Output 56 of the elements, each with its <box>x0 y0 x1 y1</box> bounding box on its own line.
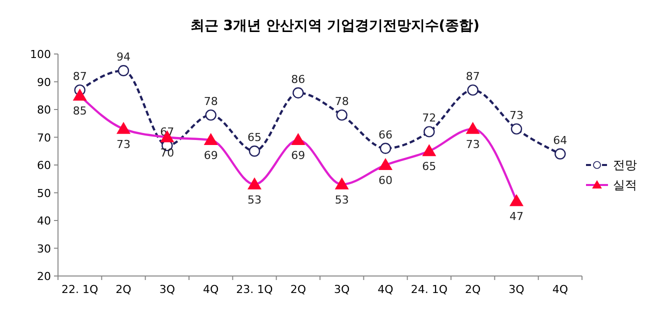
x-tick-label: 4Q <box>552 283 568 296</box>
x-tick-label: 22. 1Q <box>62 283 98 296</box>
x-tick-label: 2Q <box>464 283 481 296</box>
data-label: 72 <box>422 112 436 125</box>
x-tick-label: 2Q <box>290 283 306 296</box>
x-tick-label: 24. 1Q <box>410 283 448 296</box>
x-tick-label: 3Q <box>159 283 176 296</box>
point <box>292 87 304 98</box>
y-tick-label: 30 <box>37 242 51 256</box>
data-label: 66 <box>378 128 392 142</box>
data-label: 73 <box>510 108 524 122</box>
data-label: 53 <box>334 193 349 206</box>
data-label: 87 <box>466 70 480 84</box>
point <box>424 126 435 138</box>
data-label: 86 <box>291 72 306 86</box>
data-label: 69 <box>291 149 306 162</box>
data-label: 73 <box>466 138 480 151</box>
data-label: 64 <box>553 134 568 147</box>
data-label: 73 <box>116 138 130 151</box>
y-tick-label: 90 <box>37 76 51 89</box>
data-label: 65 <box>248 131 262 144</box>
x-tick-label: 4Q <box>202 283 219 296</box>
x-tick-label: 23. 1Q <box>236 283 274 296</box>
chart-title: 최근 3개년 안산지역 기업경기전망지수(종합) <box>190 18 480 34</box>
legend-label: 전망 <box>613 158 637 172</box>
y-tick-label: 70 <box>37 131 51 144</box>
point <box>248 146 260 157</box>
data-label: 85 <box>72 104 87 118</box>
point <box>336 109 348 121</box>
y-tick-label: 20 <box>37 270 51 283</box>
y-tick-label: 60 <box>37 159 51 172</box>
data-label: 70 <box>160 146 174 160</box>
point <box>380 142 392 154</box>
x-tick-label: 3Q <box>508 283 525 296</box>
x-tick-label: 2Q <box>116 283 132 296</box>
data-label: 53 <box>248 193 262 206</box>
y-tick-label: 100 <box>30 48 51 61</box>
x-tick-label: 4Q <box>378 283 394 296</box>
data-label: 94 <box>116 50 130 64</box>
point <box>118 65 130 76</box>
y-tick-label: 80 <box>37 104 51 116</box>
data-label: 60 <box>378 174 392 187</box>
legend-label: 실적 <box>613 178 637 192</box>
point <box>467 84 478 96</box>
data-label: 78 <box>204 95 218 108</box>
point <box>554 148 566 160</box>
point <box>510 123 522 135</box>
data-label: 87 <box>72 70 87 84</box>
data-label: 47 <box>510 210 524 224</box>
y-tick-label: 50 <box>37 186 51 200</box>
data-label: 65 <box>422 160 436 174</box>
x-tick-label: 3Q <box>334 283 350 296</box>
data-label: 78 <box>334 95 349 108</box>
data-label: 69 <box>204 149 218 162</box>
point <box>205 109 216 121</box>
y-tick-label: 40 <box>37 214 51 228</box>
